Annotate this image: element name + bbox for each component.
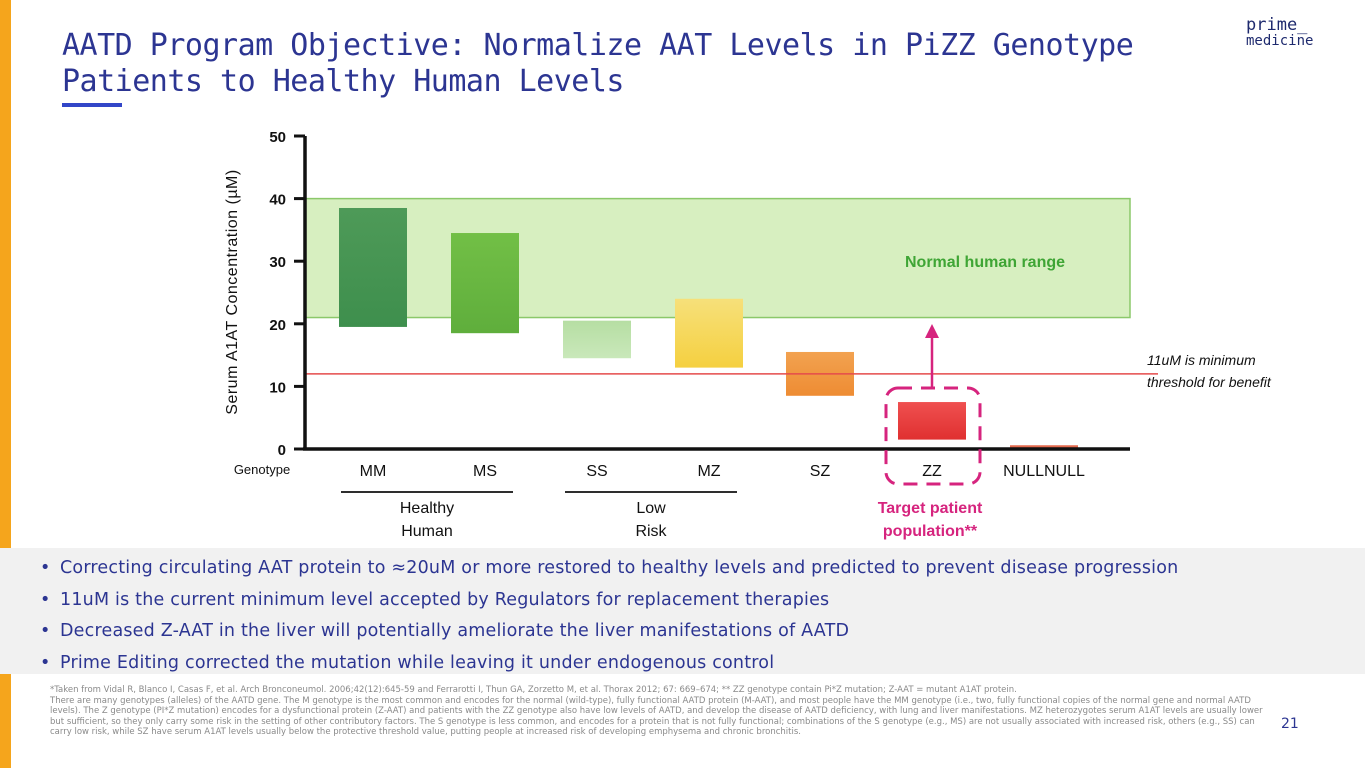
footnote-citation: *Taken from Vidal R, Blanco I, Casas F, … [50,685,1017,695]
target-arrow-head [925,324,939,338]
logo-line-1: prime_ [1246,15,1308,35]
y-tick-label: 20 [269,317,286,334]
bullet-item: Decreased Z-AAT in the liver will potent… [40,616,1365,648]
y-tick-label: 10 [269,379,286,396]
bullet-item: Prime Editing corrected the mutation whi… [40,648,1365,680]
title-underline [62,103,122,107]
target-label-line-2: population** [883,523,978,540]
group-label-line-2: Risk [635,523,667,540]
logo-line-2: medicine [1246,33,1314,49]
threshold-label-line-2: threshold for benefit [1147,374,1272,390]
prime-medicine-logo: prime_ medicine [1246,15,1314,50]
genotype-chart: Normal human range 11uM is minimum thresho… [224,129,1272,540]
x-tick-label-sz: SZ [810,463,831,480]
y-axis-title: Serum A1AT Concentration (µM) [224,169,241,414]
page-title: AATD Program Objective: Normalize AAT Le… [62,28,1134,99]
normal-range-band [304,197,1131,319]
threshold-label-line-1: 11uM is minimum [1147,352,1256,368]
target-label-line-1: Target patient [878,500,983,517]
bullet-item: Correcting circulating AAT protein to ≈2… [40,553,1365,585]
bullet-item: 11uM is the current minimum level accept… [40,585,1365,617]
y-tick-label: 0 [278,442,286,459]
x-tick-label-zz: ZZ [922,463,942,480]
x-axis-title: Genotype [234,462,290,477]
x-tick-label-ss: SS [586,463,607,480]
y-tick-label: 40 [269,192,286,209]
y-tick-label: 50 [269,129,286,146]
group-label-line-1: Healthy [400,500,454,517]
key-points: Correcting circulating AAT protein to ≈2… [0,548,1365,679]
bar-zz [898,402,966,440]
group-label-line-1: Low [636,500,666,517]
footnote-explanation: There are many genotypes (alleles) of th… [50,695,1263,738]
normal-range-label: Normal human range [905,254,1065,271]
y-tick-label: 30 [269,254,286,271]
bar-mm [339,207,407,327]
x-tick-label-mz: MZ [697,463,720,480]
bar-ss [563,320,631,359]
x-tick-label-ms: MS [473,463,497,480]
page-number: 21 [1281,716,1299,732]
bar-nullnull [1010,445,1078,449]
group-label-line-2: Human [401,523,453,540]
x-tick-label-nullnull: NULLNULL [1003,463,1085,480]
bar-mz [675,298,743,368]
bar-ms [451,233,519,334]
accent-bar [0,0,11,768]
footnote: *Taken from Vidal R, Blanco I, Casas F, … [50,685,1270,738]
x-tick-label-mm: MM [360,463,387,480]
